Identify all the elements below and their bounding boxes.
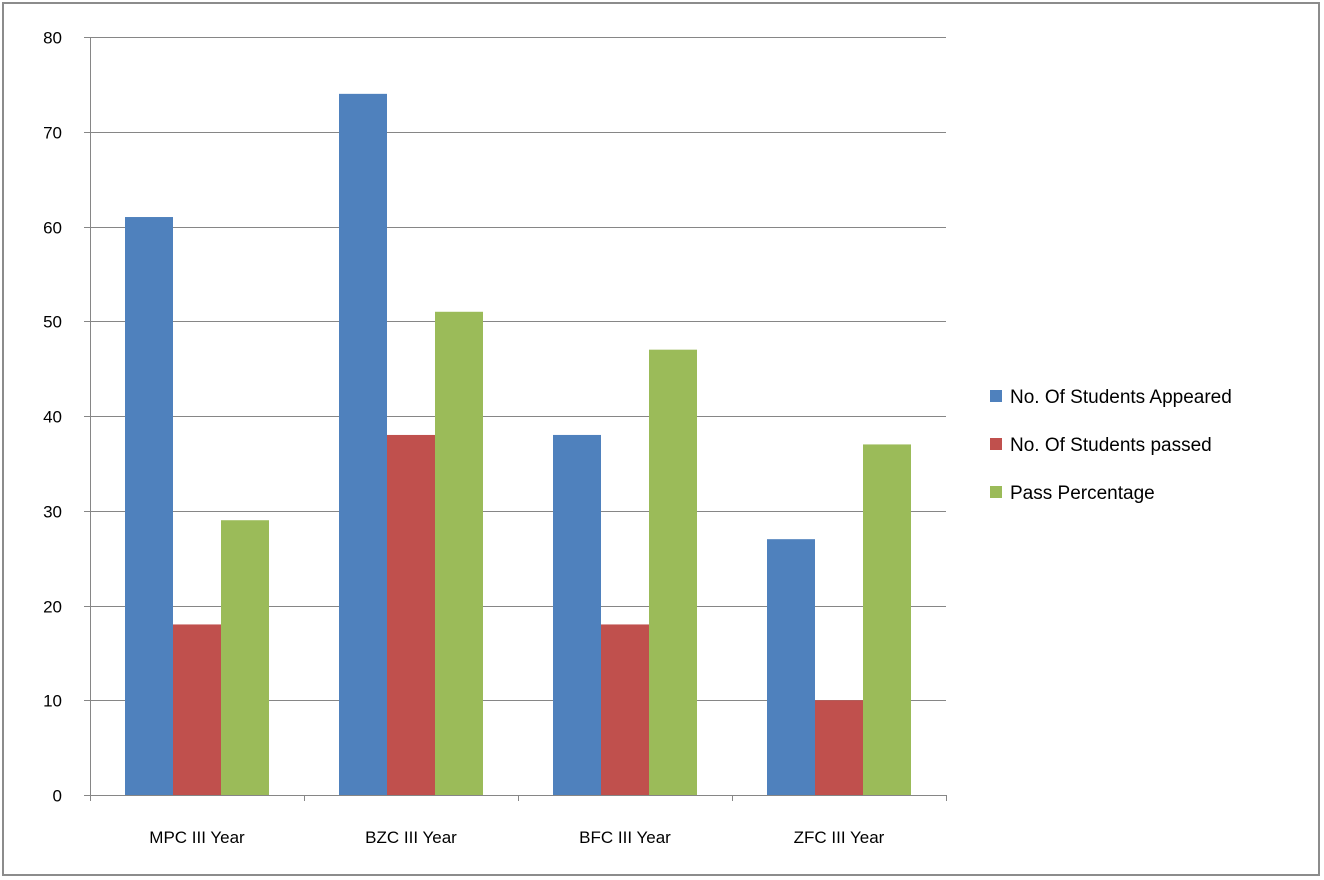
bar-1-4: [767, 539, 815, 795]
bar-2-1: [173, 624, 221, 795]
x-tick-label: BFC III Year: [579, 828, 671, 847]
bar-3-2: [435, 311, 483, 795]
legend-label: Pass Percentage: [1010, 483, 1155, 504]
x-tick-label: BZC III Year: [365, 828, 457, 847]
x-axis-tick-labels: MPC III Year BZC III Year BFC III Year ZFC …: [149, 828, 884, 847]
bar-3-1: [221, 520, 269, 795]
gridlines: [90, 37, 946, 701]
y-tick-label: 60: [43, 219, 62, 238]
bar-1-1: [125, 217, 173, 795]
bar-3-3: [649, 349, 697, 795]
legend-swatch: [990, 438, 1002, 450]
bar-1-3: [553, 434, 601, 795]
y-tick-label: 30: [43, 503, 62, 522]
x-tick-label: ZFC III Year: [794, 828, 885, 847]
y-tick-label: 80: [43, 29, 62, 48]
bar-2-2: [387, 434, 435, 795]
x-tick-label: MPC III Year: [149, 828, 245, 847]
y-tick-label: 40: [43, 408, 62, 427]
y-tick-label: 20: [43, 598, 62, 617]
axes: [84, 37, 947, 801]
bar-1-2: [339, 93, 387, 796]
legend-swatch: [990, 390, 1002, 402]
y-tick-label: 0: [53, 787, 62, 806]
legend: No. Of Students Appeared No. Of Students …: [990, 387, 1232, 504]
y-tick-label: 50: [43, 313, 62, 332]
bars: [125, 93, 911, 796]
y-tick-label: 70: [43, 124, 62, 143]
y-axis-tick-labels: 0 10 20 30 40 50 60 70 80: [43, 29, 62, 806]
y-tick-label: 10: [43, 692, 62, 711]
bar-3-4: [863, 444, 911, 795]
legend-label: No. Of Students Appeared: [1010, 387, 1232, 408]
bar-2-3: [601, 624, 649, 795]
legend-swatch: [990, 486, 1002, 498]
bar-2-4: [815, 700, 863, 795]
legend-label: No. Of Students passed: [1010, 435, 1212, 456]
